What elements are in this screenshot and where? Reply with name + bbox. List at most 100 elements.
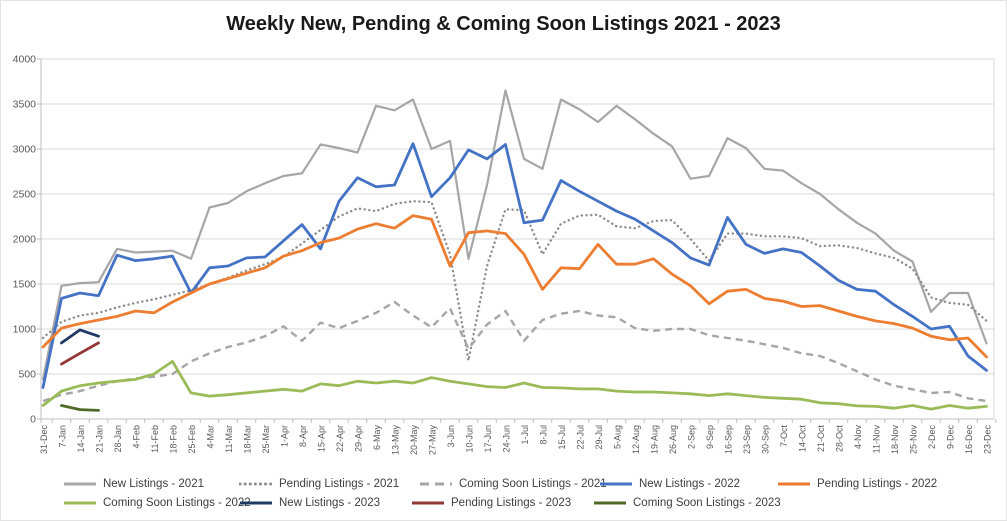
svg-text:4-Nov: 4-Nov <box>853 425 863 450</box>
legend-swatch-new-listings-2021-icon <box>63 481 97 487</box>
svg-text:1500: 1500 <box>13 279 37 291</box>
line-coming-soon-listings-2022 <box>41 360 988 411</box>
legend-label: Coming Soon Listings - 2022 <box>103 497 251 509</box>
legend-label: New Listings - 2023 <box>279 497 380 509</box>
svg-text:21-Jan: 21-Jan <box>95 425 105 453</box>
series-pending-listings-2021 <box>41 200 988 362</box>
svg-text:3000: 3000 <box>13 144 37 156</box>
legend-item-pending-listings-2023: Pending Listings - 2023 <box>411 496 571 510</box>
svg-text:2500: 2500 <box>13 189 37 201</box>
svg-text:20-May: 20-May <box>409 425 419 456</box>
svg-text:31-Dec: 31-Dec <box>39 425 49 455</box>
svg-text:29-Apr: 29-Apr <box>354 425 364 452</box>
series-new-listings-2021 <box>41 89 988 381</box>
svg-text:23-Sep: 23-Sep <box>742 425 752 454</box>
svg-text:25-Mar: 25-Mar <box>261 425 271 454</box>
svg-text:4-Feb: 4-Feb <box>132 425 142 449</box>
svg-text:9-Sep: 9-Sep <box>705 425 715 449</box>
svg-text:3-Jun: 3-Jun <box>446 425 456 448</box>
legend-item-pending-listings-2021: Pending Listings - 2021 <box>238 477 400 491</box>
line-pending-listings-2023 <box>60 341 100 366</box>
svg-text:7-Oct: 7-Oct <box>779 425 789 448</box>
line-new-listings-2021 <box>41 89 988 381</box>
legend-swatch-coming-soon-listings-2022-icon <box>63 500 97 506</box>
svg-text:11-Feb: 11-Feb <box>150 425 160 453</box>
legend-row-2: Coming Soon Listings - 2022 New Listings … <box>1 496 1006 512</box>
y-axis-labels: 0 500 1000 1500 2000 2500 3000 3500 4000 <box>13 54 37 426</box>
svg-text:23-Dec: 23-Dec <box>983 425 993 455</box>
line-new-listings-2022 <box>41 142 988 389</box>
series-new-listings-2023 <box>60 328 100 345</box>
svg-text:15-Apr: 15-Apr <box>317 425 327 452</box>
svg-text:10-Jun: 10-Jun <box>465 425 475 453</box>
svg-text:0: 0 <box>30 414 36 426</box>
legend-item-pending-listings-2022: Pending Listings - 2022 <box>777 477 937 491</box>
legend-label: Pending Listings - 2021 <box>279 478 400 490</box>
legend-swatch-new-listings-2023-icon <box>239 500 273 506</box>
svg-text:14-Jan: 14-Jan <box>76 425 86 453</box>
series-coming-soon-listings-2022 <box>41 360 988 411</box>
svg-text:30-Sep: 30-Sep <box>761 425 771 454</box>
legend-swatch-pending-listings-2022-icon <box>777 481 811 487</box>
grid-lines <box>37 58 997 423</box>
legend-item-coming-soon-listings-2021: Coming Soon Listings - 2021 <box>419 477 607 491</box>
svg-text:28-Jan: 28-Jan <box>113 425 123 453</box>
svg-text:9-Dec: 9-Dec <box>946 425 956 450</box>
svg-text:18-Mar: 18-Mar <box>243 425 253 454</box>
line-coming-soon-listings-2023 <box>60 404 100 412</box>
legend-label: Pending Listings - 2022 <box>817 478 938 490</box>
svg-text:12-Aug: 12-Aug <box>631 425 641 454</box>
svg-text:24-Jun: 24-Jun <box>502 425 512 453</box>
series-pending-listings-2023 <box>60 341 100 366</box>
line-new-listings-2023 <box>60 328 100 345</box>
svg-text:22-Jul: 22-Jul <box>576 425 586 450</box>
svg-text:28-Oct: 28-Oct <box>835 425 845 453</box>
legend-label: Coming Soon Listings - 2023 <box>633 497 781 509</box>
legend-item-coming-soon-listings-2023: Coming Soon Listings - 2023 <box>593 496 781 510</box>
legend-item-new-listings-2022: New Listings - 2022 <box>599 477 740 491</box>
svg-text:16-Sep: 16-Sep <box>724 425 734 454</box>
svg-text:21-Oct: 21-Oct <box>816 425 826 453</box>
svg-text:1-Jul: 1-Jul <box>520 425 530 445</box>
series-new-listings-2022 <box>41 142 988 389</box>
svg-text:2000: 2000 <box>13 234 37 246</box>
svg-text:27-May: 27-May <box>428 425 438 456</box>
legend-swatch-coming-soon-listings-2021-icon <box>419 481 453 487</box>
svg-text:11-Nov: 11-Nov <box>872 425 882 454</box>
legend-row-1: New Listings - 2021 Pending Listings - 20… <box>1 477 1006 493</box>
legend-swatch-pending-listings-2023-icon <box>411 500 445 506</box>
svg-text:5-Aug: 5-Aug <box>613 425 623 449</box>
legend-item-new-listings-2021: New Listings - 2021 <box>63 477 204 491</box>
x-axis-labels: 31-Dec 7-Jan 14-Jan 21-Jan 28-Jan 4-Feb 11-Feb… <box>39 425 993 456</box>
legend-item-new-listings-2023: New Listings - 2023 <box>239 496 380 510</box>
legend-label: Pending Listings - 2023 <box>451 497 572 509</box>
svg-text:7-Jan: 7-Jan <box>58 425 68 448</box>
svg-text:29-Jul: 29-Jul <box>594 425 604 450</box>
svg-text:500: 500 <box>18 369 36 381</box>
svg-text:19-Aug: 19-Aug <box>650 425 660 454</box>
line-pending-listings-2022 <box>41 214 988 359</box>
svg-text:1-Apr: 1-Apr <box>280 425 290 447</box>
legend-swatch-pending-listings-2021-icon <box>238 481 274 487</box>
svg-text:26-Aug: 26-Aug <box>668 425 678 454</box>
svg-text:6-May: 6-May <box>372 425 382 451</box>
legend-swatch-new-listings-2022-icon <box>599 481 633 487</box>
svg-text:17-Jun: 17-Jun <box>483 425 493 453</box>
legend-swatch-coming-soon-listings-2023-icon <box>593 500 627 506</box>
svg-text:8-Jul: 8-Jul <box>539 425 549 445</box>
legend-label: New Listings - 2022 <box>639 478 740 490</box>
svg-text:8-Apr: 8-Apr <box>298 425 308 447</box>
svg-text:22-Apr: 22-Apr <box>335 425 345 452</box>
svg-text:2-Dec: 2-Dec <box>927 425 937 450</box>
legend-label: New Listings - 2021 <box>103 478 204 490</box>
svg-text:4-Mar: 4-Mar <box>206 425 216 449</box>
svg-text:25-Nov: 25-Nov <box>909 425 919 455</box>
legend-item-coming-soon-listings-2022: Coming Soon Listings - 2022 <box>63 496 251 510</box>
legend-label: Coming Soon Listings - 2021 <box>459 478 607 490</box>
svg-text:16-Dec: 16-Dec <box>964 425 974 455</box>
svg-text:13-May: 13-May <box>391 425 401 456</box>
svg-text:25-Feb: 25-Feb <box>187 425 197 454</box>
svg-text:14-Oct: 14-Oct <box>798 425 808 453</box>
